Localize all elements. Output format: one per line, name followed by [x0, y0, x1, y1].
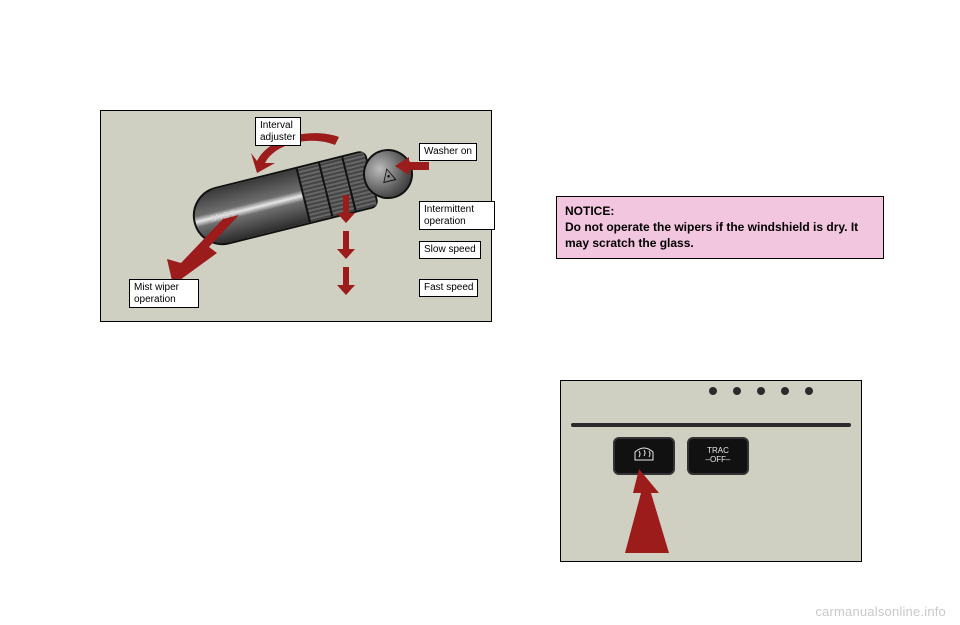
page: MIST ◬ Interval adjuster Washer on	[0, 0, 960, 625]
dot	[709, 387, 717, 395]
dot	[781, 387, 789, 395]
dot	[733, 387, 741, 395]
label-mist-wiper: Mist wiper operation	[129, 279, 199, 308]
label-intermittent: Intermittent operation	[419, 201, 495, 230]
wiper-stalk-figure: MIST ◬ Interval adjuster Washer on	[100, 110, 492, 322]
label-fast-speed: Fast speed	[419, 279, 478, 297]
notice-box: NOTICE: Do not operate the wipers if the…	[556, 196, 884, 259]
arrow-mist	[153, 215, 239, 285]
label-interval-adjuster: Interval adjuster	[255, 117, 301, 146]
dot	[757, 387, 765, 395]
arrow-speeds-down	[335, 195, 357, 295]
dot	[805, 387, 813, 395]
panel-indicator-dots	[709, 387, 849, 395]
label-washer-on: Washer on	[419, 143, 477, 161]
defog-icon	[634, 447, 654, 466]
trac-off-button[interactable]: TRAC –OFF–	[687, 437, 749, 475]
dash-trim-line	[571, 423, 851, 427]
notice-title: NOTICE:	[565, 204, 614, 218]
dash-button-figure: TRAC –OFF–	[560, 380, 862, 562]
label-slow-speed: Slow speed	[419, 241, 481, 259]
notice-body: Do not operate the wipers if the windshi…	[565, 220, 858, 250]
trac-off-label: TRAC –OFF–	[706, 447, 731, 465]
arrow-pointing-to-button	[619, 469, 679, 553]
watermark-text: carmanualsonline.info	[815, 604, 946, 619]
